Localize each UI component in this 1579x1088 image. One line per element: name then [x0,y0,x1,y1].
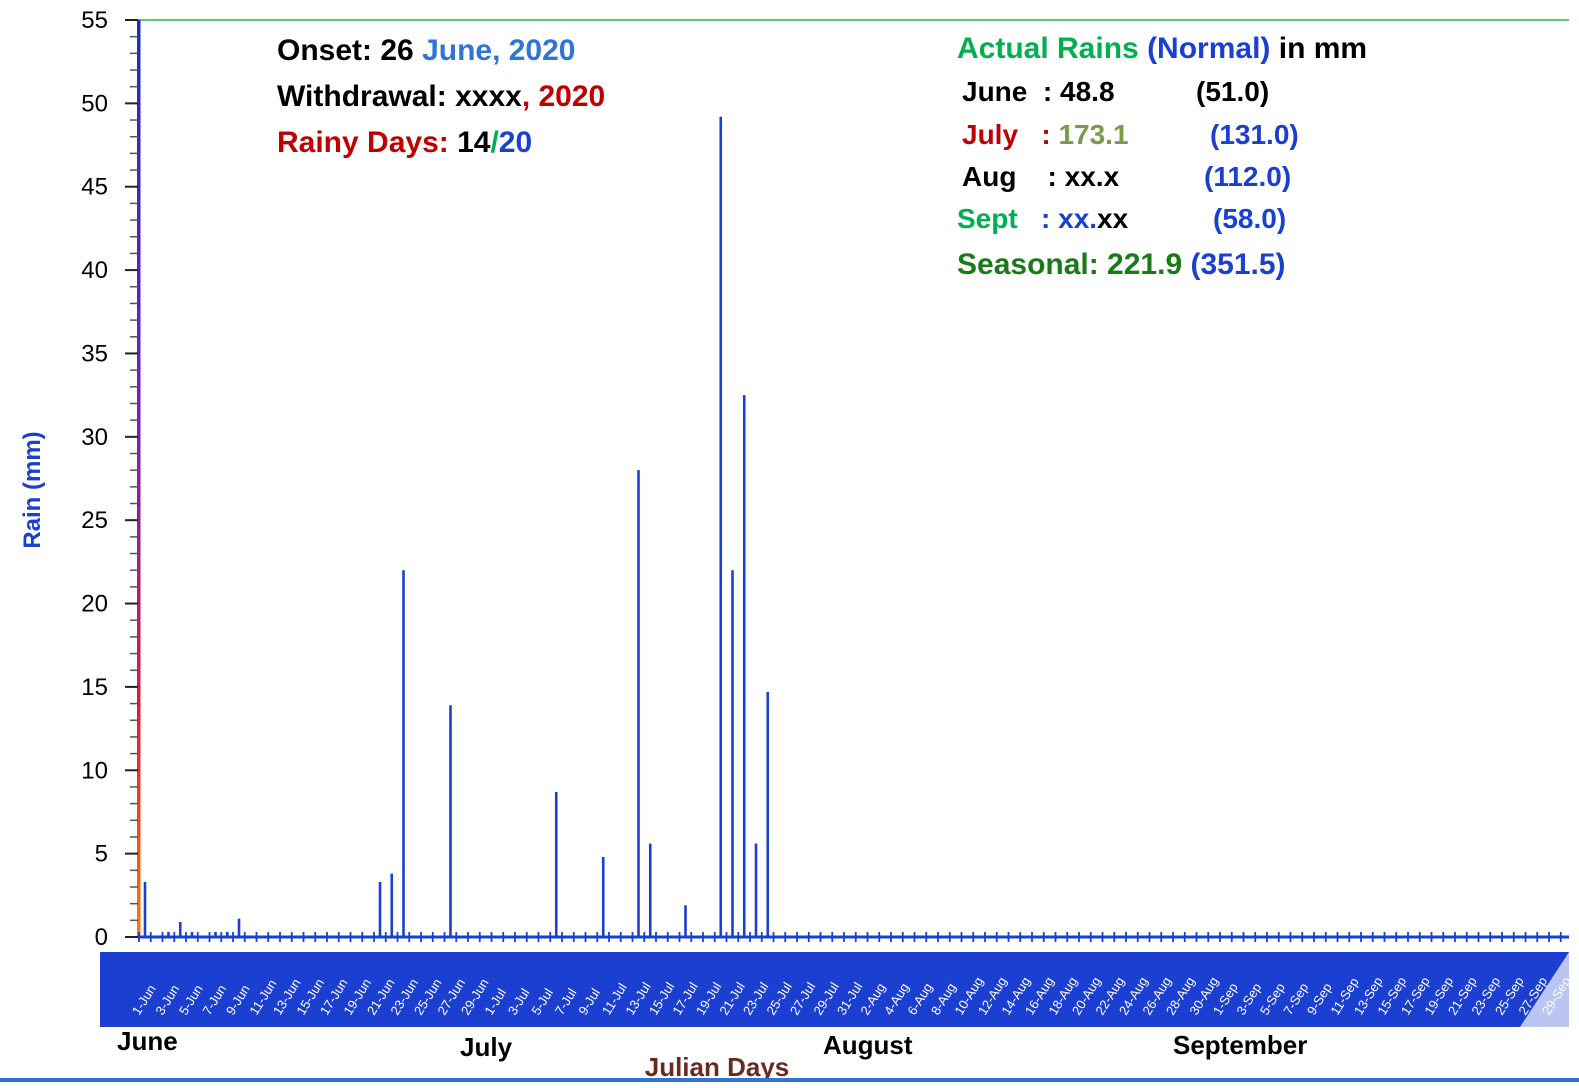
y-tick-label: 10 [81,757,108,784]
y-axis-title: Rain (mm) [19,431,46,548]
y-axis-line [137,20,141,938]
rain-bar [731,570,734,937]
rain-bar [167,932,170,937]
rain-bar [602,857,605,937]
date-band: 1-Jun3-Jun5-Jun7-Jun9-Jun11-Jun13-Jun15-… [100,952,1574,1027]
rainy-days-annotation: Rainy Days: 14/20 [277,128,532,158]
y-tick-label: 0 [95,924,108,951]
rain-bar [719,117,722,937]
seasonal-row: Seasonal: 221.9 (351.5) [957,250,1286,280]
y-tick-label: 50 [81,90,108,117]
june-normal: (51.0) [1196,78,1269,106]
rain-bar [390,874,393,937]
rain-bar [402,570,405,937]
aug-normal: (112.0) [1204,163,1291,191]
y-tick-label: 40 [81,257,108,284]
july-normal: (131.0) [1210,121,1299,149]
withdrawal-annotation: Withdrawal: xxxx, 2020 [277,82,605,112]
x-axis-title: Julian Days [645,1052,790,1082]
month-label-august: August [823,1030,913,1060]
month-label-july: July [460,1032,513,1062]
y-tick-label: 35 [81,340,108,367]
rain-bar [449,705,452,937]
actual-rains-title: Actual Rains (Normal) in mm [957,34,1367,64]
rain-bar [191,932,194,937]
rain-bar [379,882,382,937]
y-axis-ticks [125,20,138,937]
rain-bar [637,470,640,937]
rain-bar [238,919,241,937]
month-label-september: September [1173,1030,1307,1060]
rain-bar [226,932,229,937]
y-tick-label: 25 [81,507,108,534]
rain-bar [555,792,558,937]
y-tick-label: 30 [81,424,108,451]
y-tick-label: 15 [81,674,108,701]
y-axis-labels: 0 5 10 15 20 25 30 35 40 45 50 55 [81,7,108,951]
rain-bar [214,932,217,937]
rain-bars [144,117,769,937]
rain-bar [179,922,182,937]
sept-normal: (58.0) [1213,205,1286,233]
rain-bar [743,395,746,937]
y-tick-label: 5 [95,841,108,868]
rain-bar [649,844,652,937]
july-rain-row: July : 173.1(131.0) [962,121,1129,149]
june-rain-row: June : 48.8(51.0) [962,78,1115,106]
y-tick-label: 20 [81,591,108,618]
sept-rain-row: Sept : xx.xx(58.0) [957,205,1128,233]
rain-bar [144,882,147,937]
onset-annotation: Onset: 26 June, 2020 [277,36,576,66]
month-label-june: June [117,1026,178,1056]
rain-bar [755,844,758,937]
y-tick-label: 55 [81,7,108,34]
rain-bar [684,905,687,937]
aug-rain-row: Aug : xx.x(112.0) [962,163,1119,191]
y-tick-label: 45 [81,174,108,201]
rain-bar [766,692,769,937]
